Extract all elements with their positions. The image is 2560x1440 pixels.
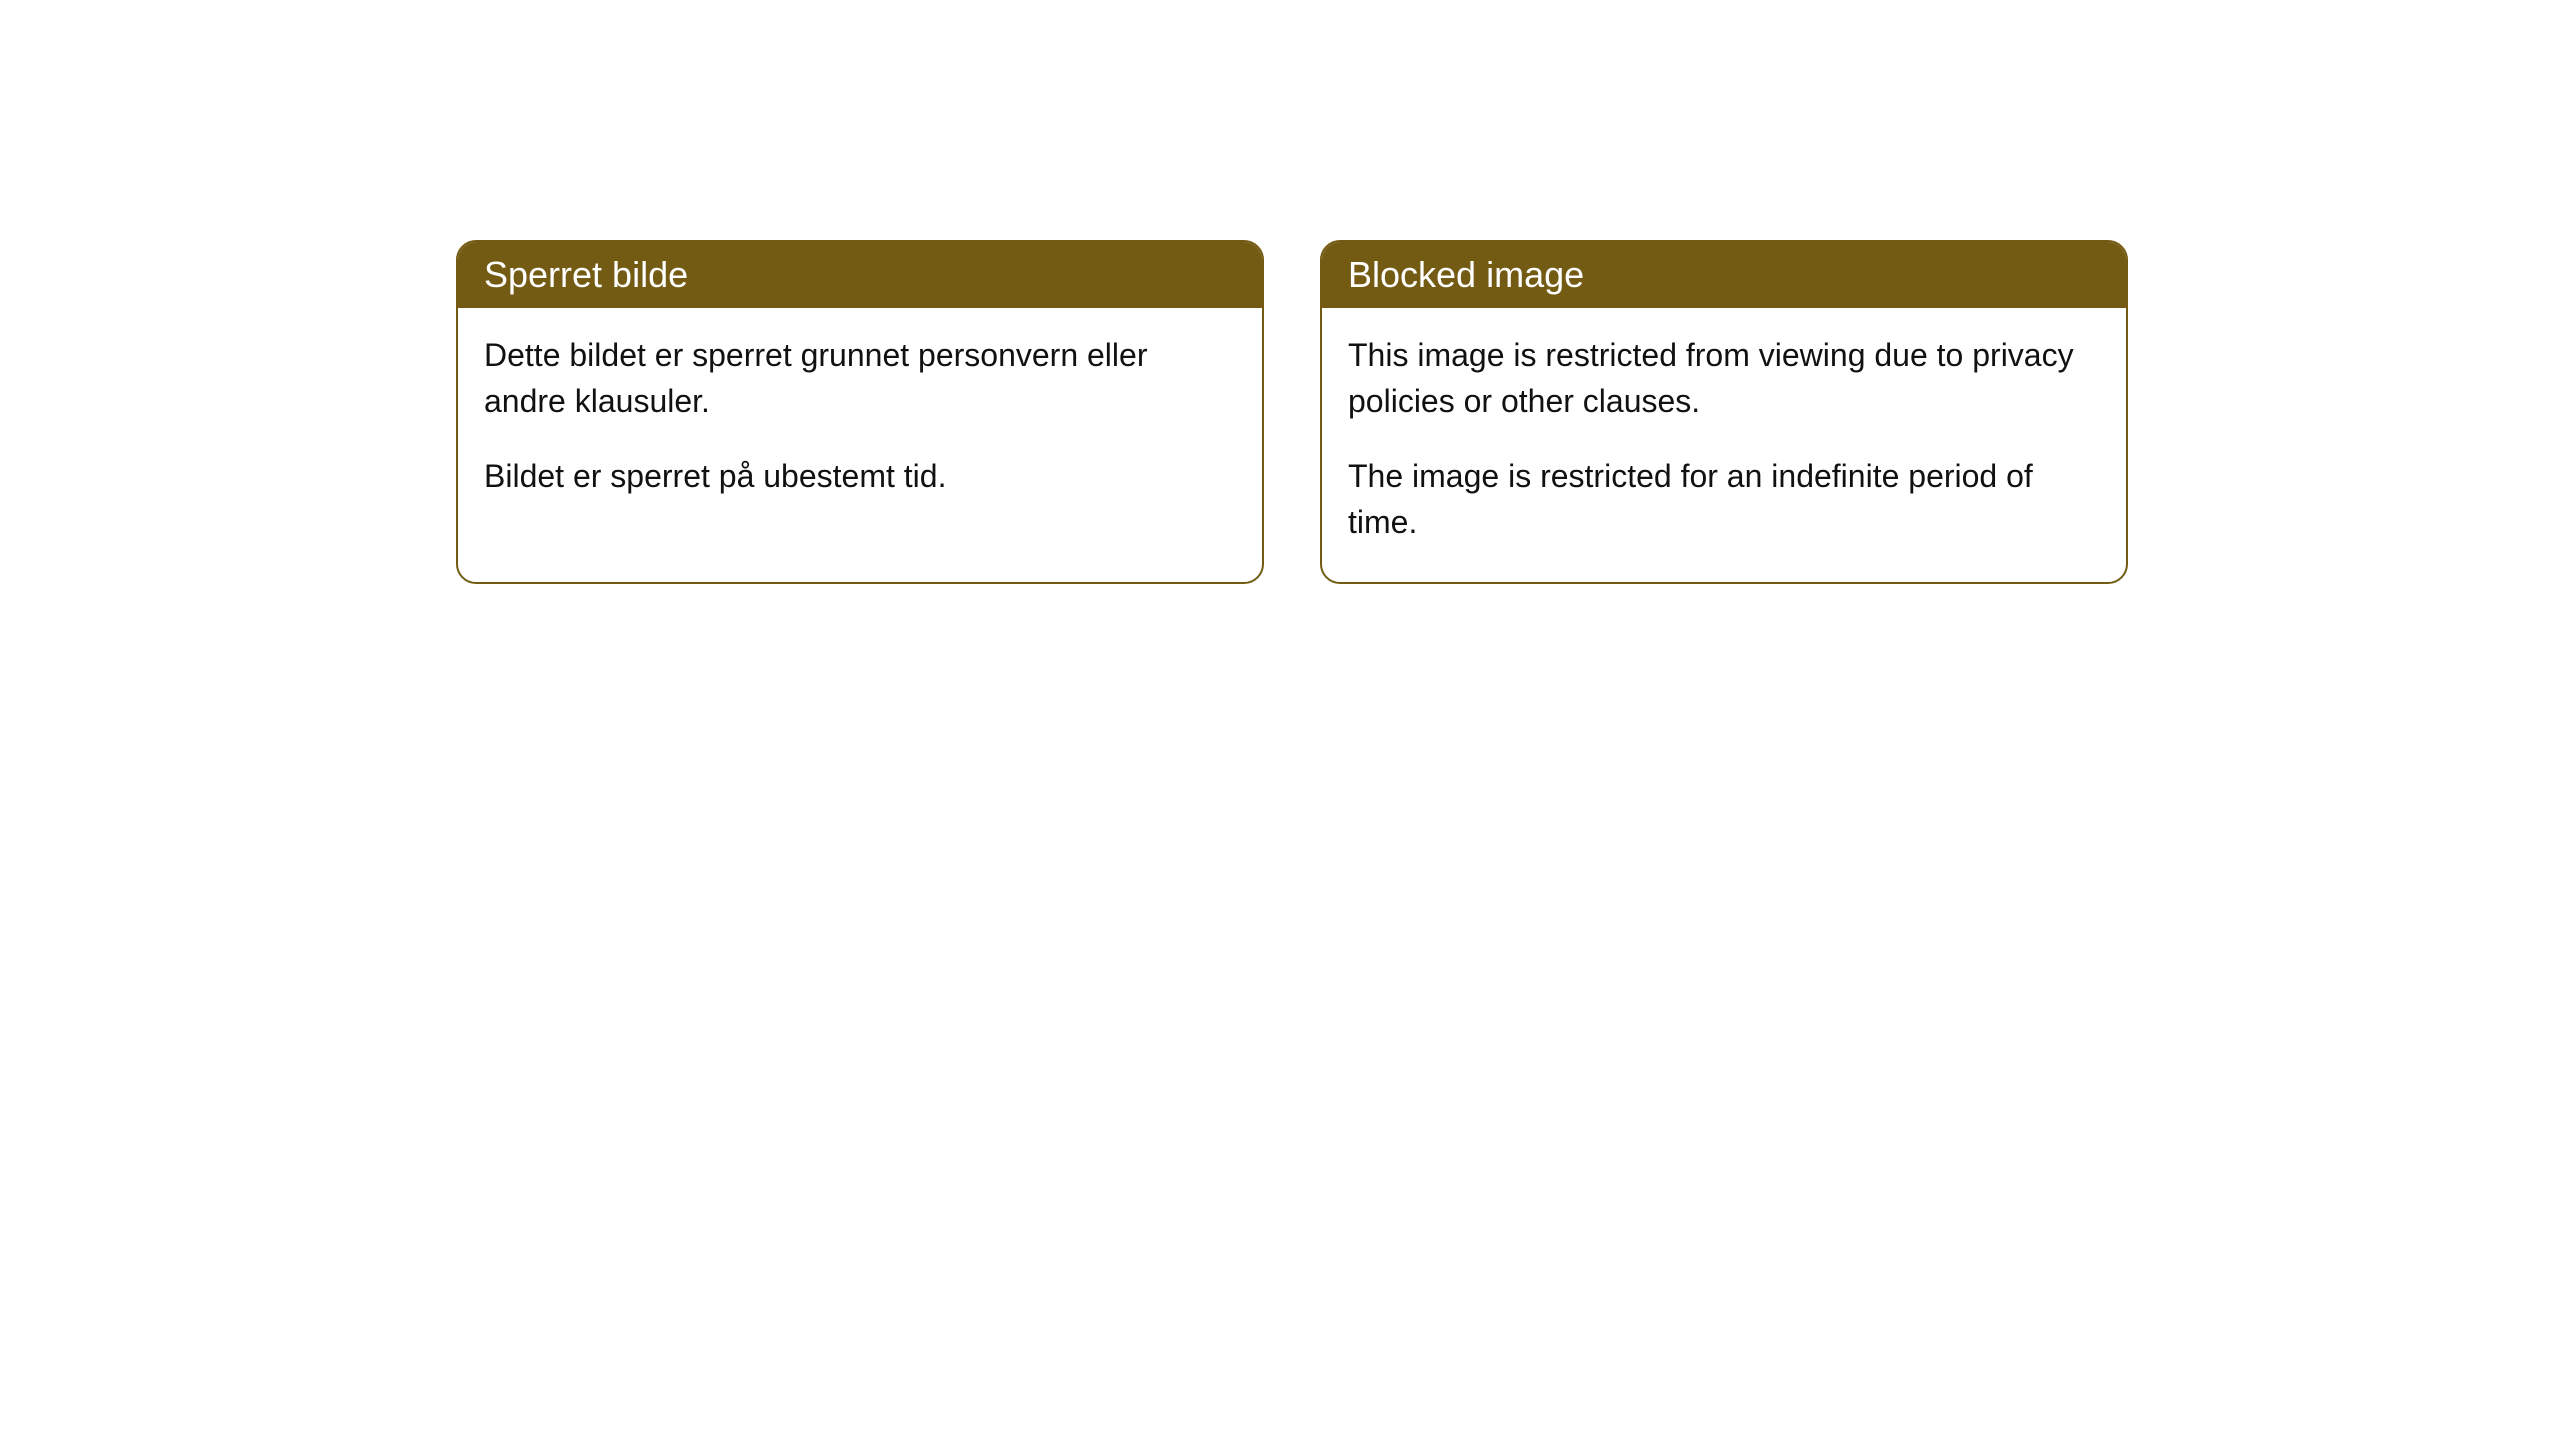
card-title: Sperret bilde xyxy=(484,254,688,295)
notice-card-english: Blocked image This image is restricted f… xyxy=(1320,240,2128,584)
card-body: This image is restricted from viewing du… xyxy=(1322,308,2126,582)
card-title: Blocked image xyxy=(1348,254,1584,295)
card-paragraph: The image is restricted for an indefinit… xyxy=(1348,453,2100,546)
card-paragraph: Dette bildet er sperret grunnet personve… xyxy=(484,332,1236,425)
card-paragraph: Bildet er sperret på ubestemt tid. xyxy=(484,453,1236,499)
notice-card-norwegian: Sperret bilde Dette bildet er sperret gr… xyxy=(456,240,1264,584)
card-header: Sperret bilde xyxy=(458,242,1262,308)
card-body: Dette bildet er sperret grunnet personve… xyxy=(458,308,1262,535)
blocked-image-notices: Sperret bilde Dette bildet er sperret gr… xyxy=(456,240,2128,584)
card-header: Blocked image xyxy=(1322,242,2126,308)
card-paragraph: This image is restricted from viewing du… xyxy=(1348,332,2100,425)
